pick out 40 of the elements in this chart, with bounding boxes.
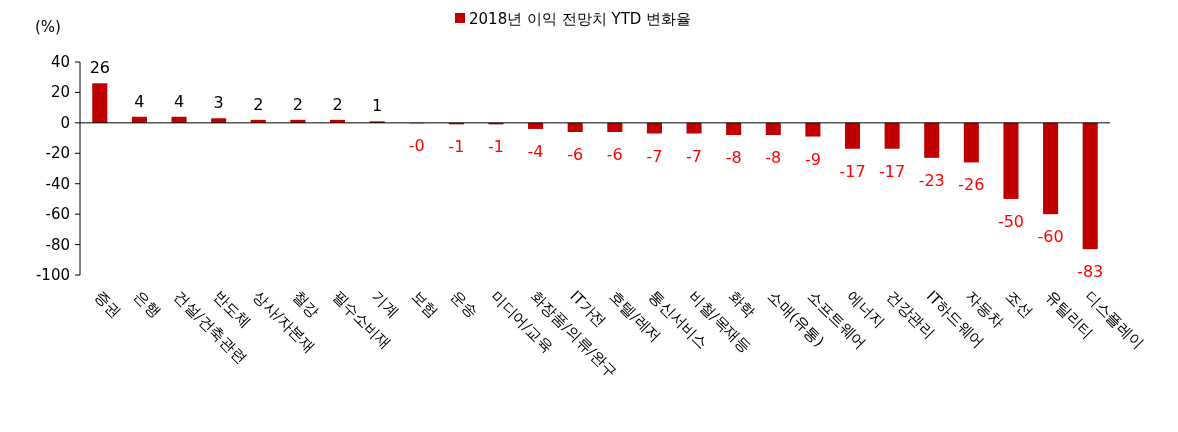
y-tick-label: -80 bbox=[45, 235, 70, 254]
data-label: -9 bbox=[804, 149, 821, 169]
data-label: -60 bbox=[1037, 227, 1064, 247]
data-label: -1 bbox=[448, 137, 465, 157]
data-label: -0 bbox=[408, 136, 425, 156]
data-label: -83 bbox=[1077, 262, 1104, 282]
data-label: -8 bbox=[765, 148, 782, 168]
data-label: -8 bbox=[725, 148, 742, 168]
y-tick-label: -60 bbox=[45, 205, 70, 224]
x-tick-label: 증권 bbox=[90, 287, 125, 322]
data-label: -7 bbox=[646, 146, 663, 166]
y-axis-title: (%) bbox=[35, 18, 61, 36]
data-label: -50 bbox=[997, 211, 1025, 231]
data-label: -4 bbox=[527, 141, 544, 161]
data-label: -7 bbox=[686, 146, 703, 166]
y-tick-label: -20 bbox=[45, 144, 70, 163]
data-label: 2 bbox=[332, 94, 343, 114]
y-tick-label: -100 bbox=[35, 266, 70, 284]
data-label: -17 bbox=[879, 161, 906, 181]
data-label: 2 bbox=[253, 94, 264, 114]
data-label: 3 bbox=[213, 93, 224, 113]
data-label: 1 bbox=[372, 96, 383, 116]
data-label: -1 bbox=[487, 137, 504, 157]
data-label: 4 bbox=[173, 91, 185, 111]
legend: 2018년 이익 전망치 YTD 변화율 bbox=[455, 10, 692, 28]
data-label: -6 bbox=[606, 144, 623, 164]
data-label: 26 bbox=[89, 58, 110, 78]
data-label: 2 bbox=[292, 94, 303, 114]
x-tick-label: 운송 bbox=[447, 287, 482, 322]
y-tick-label: 20 bbox=[50, 83, 70, 102]
x-tick-label: 보험 bbox=[407, 287, 442, 322]
data-label: 4 bbox=[134, 91, 145, 111]
data-label: -6 bbox=[567, 144, 584, 164]
data-label: -23 bbox=[918, 170, 945, 190]
y-tick-label: 40 bbox=[50, 53, 70, 71]
y-tick-label: 0 bbox=[60, 113, 70, 132]
data-label: -17 bbox=[839, 161, 866, 181]
y-tick-label: -40 bbox=[45, 174, 70, 193]
x-tick-label: 은행 bbox=[130, 287, 165, 322]
data-label: -26 bbox=[958, 175, 985, 195]
